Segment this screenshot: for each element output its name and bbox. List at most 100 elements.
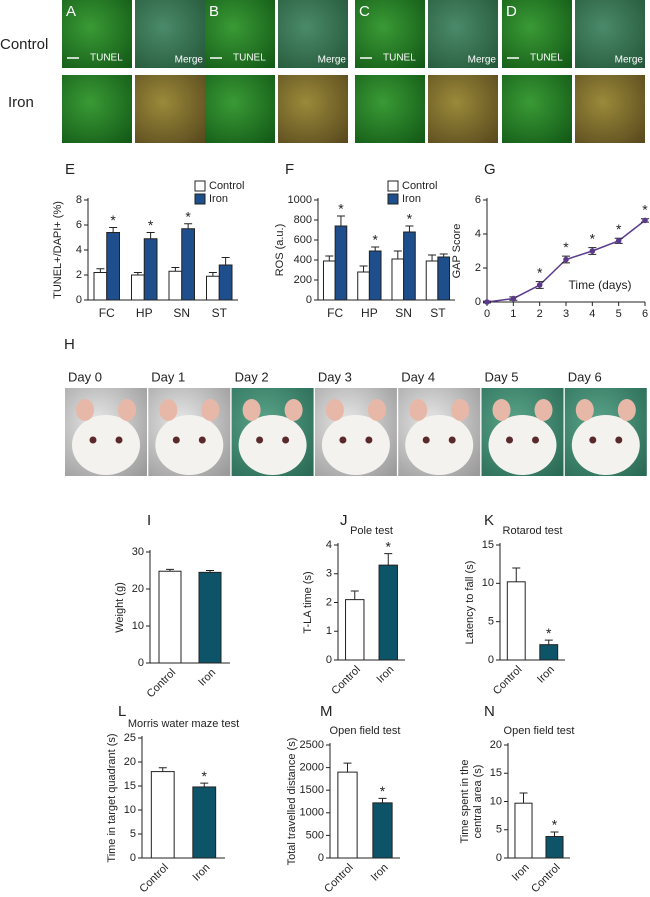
mouse-body [405,415,474,475]
panel-letter: H [64,336,75,353]
bar [378,564,398,661]
micrograph [135,75,205,143]
y-tick-label: 6 [475,194,481,206]
y-tick-label: 20 [124,756,136,768]
photo-label: Day 4 [401,369,435,384]
y-axis-label: GAP Score [451,224,463,279]
significance-mark: * [546,625,552,641]
bar [181,228,195,301]
error-bar [109,227,118,233]
significance-mark: * [616,221,622,237]
x-tick-label: SN [173,306,190,320]
y-axis-label: central area (s) [472,765,484,839]
x-tick-label: Control [329,664,363,698]
y-tick-label: 2 [326,596,332,608]
bar [539,644,559,661]
mouse-ear [284,399,303,421]
legend-label: Iron [209,193,228,205]
y-tick-label: 15 [482,539,494,551]
error-bar [146,232,155,239]
y-tick-label: 800 [294,214,312,226]
chart-title: Open field test [330,725,401,737]
mouse-ear [492,399,511,421]
mouse-ear [159,399,178,421]
micrograph [278,75,348,143]
micrograph [278,0,348,68]
x-tick-label: Control [322,862,356,896]
panel-letter: B [209,3,219,20]
x-tick-label: 3 [563,308,569,320]
photo-label: Day 2 [235,369,269,384]
significance-mark: * [148,217,154,233]
error-bar [96,268,105,273]
y-tick-label: 0 [138,657,144,669]
legend-swatch [387,193,399,205]
mouse-eye [339,436,347,444]
x-tick-label: Iron [535,664,557,686]
y-tick-label: 1000 [300,807,324,819]
x-tick-label: 2 [537,308,543,320]
mouse-body [72,415,140,475]
x-tick-label: HP [136,306,153,320]
error-bar [221,257,230,265]
x-tick-label: 6 [642,308,648,320]
mouse-eye [448,436,456,444]
bar [322,260,336,301]
x-tick-label: HP [361,306,378,320]
y-tick-label: 0 [488,654,494,666]
bar [150,771,175,859]
y-tick-label: 1 [326,625,332,637]
bar [218,264,233,301]
row-label: Iron [8,94,34,111]
row-label: Control [0,36,48,53]
mouse-body [488,415,557,475]
y-tick-label: 500 [306,829,324,841]
mouse-ear [534,399,553,421]
panel-letter: K [484,512,494,529]
error-bar [550,831,559,837]
y-tick-label: 25 [124,732,136,744]
chart-title: Pole test [350,525,393,537]
x-tick-label: ST [212,306,228,320]
y-tick-label: 4 [475,228,481,240]
y-axis-label: ROS (a.u.) [274,224,286,277]
point [510,295,517,302]
y-axis-label: Latency to fall (s) [464,561,476,645]
bar [131,274,145,301]
significance-mark: * [338,201,344,217]
bar [403,231,416,301]
mouse-ear [325,399,344,421]
legend-label: Control [402,180,437,192]
image-label: TUNEL [90,53,123,64]
y-tick-label: 5 [488,616,494,628]
error-bar [393,250,402,259]
y-tick-label: 2500 [300,739,324,751]
legend-swatch [194,180,206,192]
mouse-ear [201,399,220,421]
significance-mark: * [590,230,596,246]
y-tick-label: 600 [294,234,312,246]
error-bar [405,225,414,232]
mouse-eye [365,436,373,444]
bar [93,272,108,301]
y-tick-label: 3 [326,568,332,580]
y-tick-label: 10 [490,795,502,807]
y-tick-label: 4 [76,244,82,256]
bar [437,256,451,301]
bar [143,238,158,301]
mouse-ear [451,399,470,421]
bar [345,599,365,661]
micrograph [355,75,425,143]
photo-label: Day 6 [568,369,602,384]
bar [425,260,439,301]
x-tick-label: 0 [484,308,490,320]
y-tick-label: 2 [76,269,82,281]
error-bar [184,223,193,229]
error-bar [359,265,368,272]
significance-mark: * [185,208,191,224]
x-tick-label: Iron [510,862,532,884]
y-tick-label: 30 [132,546,144,558]
bar [192,786,217,859]
y-axis-label: Weight (g) [114,582,126,633]
bar [368,250,382,301]
